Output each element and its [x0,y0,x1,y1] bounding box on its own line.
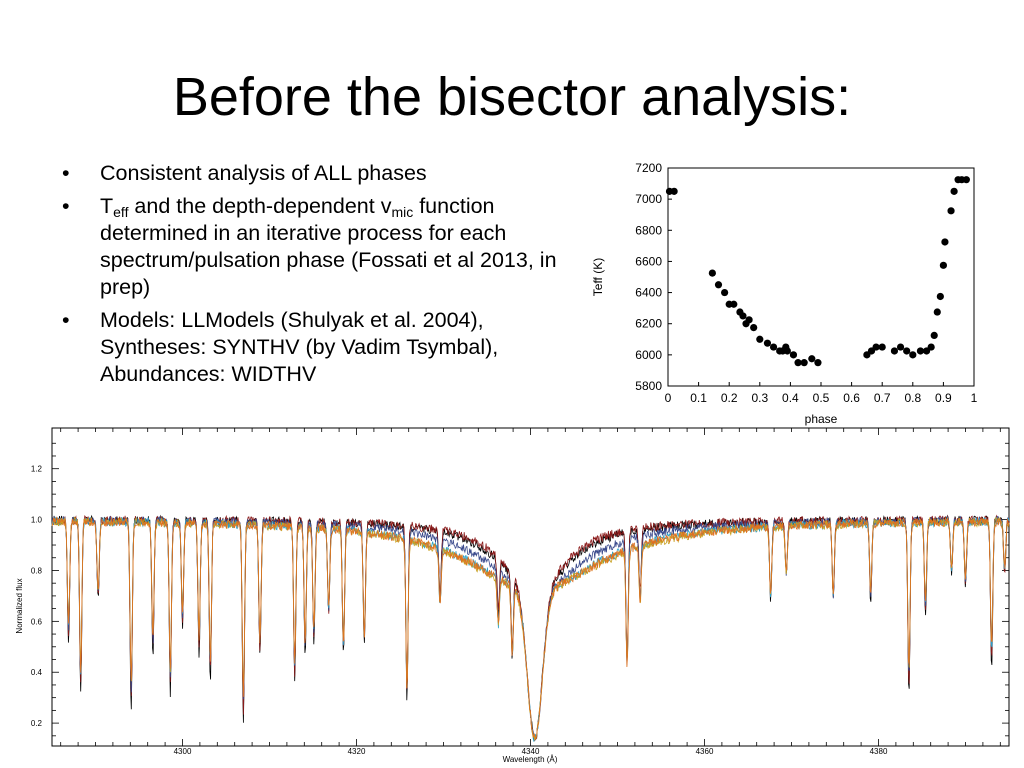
spectrum-x-tick-label: 4340 [522,747,540,756]
bullet-dot: • [62,308,70,332]
teff-x-tick-label: 0.4 [782,391,799,405]
bullet-line: Syntheses: SYNTHV (by Vadim Tsymbal), [100,335,499,359]
teff-x-tick-label: 1 [971,391,978,405]
teff-x-tick-label: 0.1 [690,391,707,405]
teff-point [933,308,941,316]
bullet-text-t: T [100,194,114,218]
teff-point [783,347,791,355]
teff-x-tick-label: 0.3 [751,391,768,405]
bullet-dot: • [62,194,70,218]
spectrum-x-axis-label: Wavelength (Å) [503,755,558,764]
teff-point [896,343,905,351]
spectrum-series-line [51,516,1010,740]
spectrum-y-axis-label: Normalized flux [15,578,24,633]
spectrum-series-line [51,516,1010,741]
teff-x-tick-label: 0.5 [813,391,830,405]
teff-x-tick-label: 0 [665,391,672,405]
teff-point [745,316,753,324]
teff-point [872,343,880,351]
spectrum-y-tick-label: 0.2 [31,719,43,728]
slide-title: Before the bisector analysis: [172,67,852,127]
teff-point [794,359,802,367]
teff-point [950,187,958,195]
teff-y-tick-label: 6000 [635,348,662,362]
teff-point [730,300,738,308]
teff-y-tick-label: 6600 [635,254,662,268]
bullet-item: • Models: LLModels (Shulyak et al. 2004)… [62,307,582,388]
spectrum-series [51,514,1010,742]
spectrum-series-line [51,515,1010,741]
teff-point [890,347,899,355]
teff-point [721,288,729,297]
teff-point [708,269,716,277]
spectrum-y-tick-label: 1.0 [31,516,43,525]
spectrum-series-line [51,514,1010,740]
teff-y-tick-label: 6800 [635,223,662,237]
teff-y-tick-label: 6200 [635,317,662,331]
spectrum-chart: 4300 4320 4340 4360 4380 0.2 0.4 0.6 0.8 1.0 1.2 W… [15,427,1010,764]
bullet-subscript-eff: eff [113,204,129,220]
spectrum-x-tick-label: 4380 [870,747,888,756]
teff-y-axis-label: Teff (K) [591,258,605,296]
teff-phase-chart: 0 0.1 0.2 0.3 0.4 0.5 0.6 0.7 0.8 0.9 1 5800 6000 620… [591,161,978,426]
teff-point [756,335,764,343]
teff-point [939,261,947,269]
teff-point [800,359,808,367]
spectrum-y-tick-label: 0.4 [31,668,43,677]
spectrum-series-line [51,516,1010,742]
bullet-item: • Teff and the depth-dependent vmic func… [62,193,582,301]
bullet-item: • Consistent analysis of ALL phases [62,160,582,187]
spectrum-y-tick-label: 0.8 [31,566,43,575]
teff-point [814,359,822,367]
bullet-text: Consistent analysis of ALL phases [100,161,427,185]
teff-point [789,351,798,359]
teff-data-points [665,176,970,367]
teff-point [947,207,955,215]
spectrum-axis-ticks: 4300 4320 4340 4360 4380 0.2 0.4 0.6 0.8 1.0 1.2 [31,428,1009,756]
teff-point [962,176,970,184]
teff-point [927,343,935,351]
teff-x-tick-label: 0.8 [904,391,921,405]
spectrum-x-tick-label: 4360 [696,747,714,756]
bullet-line: Abundances: WIDTHV [100,362,317,386]
teff-point [808,355,816,363]
teff-point [670,187,678,195]
teff-point [903,347,911,355]
teff-x-tick-label: 0.7 [874,391,891,405]
teff-point [941,238,949,246]
teff-point [878,343,886,351]
bullet-text-rest: function determined in an iterative proc… [100,194,557,299]
teff-point [769,343,778,351]
teff-y-tick-label: 6400 [635,286,662,300]
bullet-list: • Consistent analysis of ALL phases • Te… [62,160,582,394]
teff-point [909,351,917,359]
teff-point [714,281,723,289]
spectrum-y-tick-label: 1.2 [31,465,43,474]
teff-x-tick-label: 0.6 [843,391,860,405]
teff-y-tick-label: 7200 [635,161,662,175]
bullet-line: Models: LLModels (Shulyak et al. 2004), [100,308,484,332]
teff-point [739,312,747,320]
teff-x-tick-label: 0.9 [935,391,952,405]
teff-y-tick-label: 7000 [635,192,662,206]
teff-point [930,331,938,339]
teff-point [916,347,925,355]
bullet-dot: • [62,161,70,185]
spectrum-x-tick-label: 4300 [174,747,192,756]
teff-point [763,339,772,347]
spectrum-y-tick-label: 0.6 [31,617,43,626]
teff-point [936,292,944,301]
teff-point [750,324,758,332]
teff-x-tick-label: 0.2 [721,391,738,405]
spectrum-x-tick-label: 4320 [348,747,366,756]
teff-y-tick-label: 5800 [635,379,662,393]
teff-x-axis-label: phase [805,412,838,426]
spectrum-series-line [51,514,1010,742]
teff-axis-ticks: 0 0.1 0.2 0.3 0.4 0.5 0.6 0.7 0.8 0.9 1 5800 6000 620… [635,161,977,405]
bullet-subscript-mic: mic [391,204,414,220]
bullet-text-mid: and the depth-dependent v [128,194,392,218]
spectrum-plot-frame [51,427,1010,747]
